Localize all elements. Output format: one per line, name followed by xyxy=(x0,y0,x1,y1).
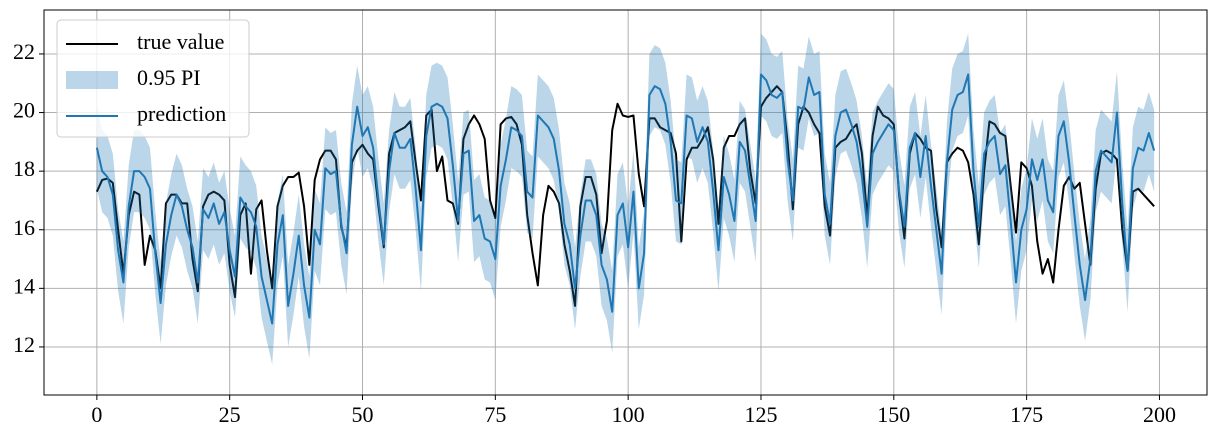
prediction-interval xyxy=(96,33,1155,365)
legend-box xyxy=(56,19,250,138)
x-tick-label: 175 xyxy=(1010,402,1043,427)
y-tick-label: 20 xyxy=(13,98,35,123)
y-tick-label: 12 xyxy=(13,332,35,357)
x-tick-label: 50 xyxy=(352,402,374,427)
plot-frame xyxy=(43,9,1208,396)
legend-label: 0.95 PI xyxy=(137,65,201,90)
x-tick-label: 0 xyxy=(91,402,102,427)
series-line xyxy=(95,85,1155,307)
x-tick-label: 100 xyxy=(612,402,645,427)
y-tick-label: 22 xyxy=(13,39,35,64)
legend-label: true value xyxy=(137,29,224,54)
x-tick-label: 125 xyxy=(744,402,777,427)
legend: true value 0.95 PI prediction xyxy=(56,19,250,138)
series-line xyxy=(95,73,1156,325)
x-tick-label: 75 xyxy=(484,402,506,427)
legend-swatch xyxy=(66,71,118,89)
x-tick-label: 200 xyxy=(1143,402,1176,427)
series-group xyxy=(95,33,1156,365)
legend-label: prediction xyxy=(137,101,226,126)
y-tick-label: 16 xyxy=(13,215,35,240)
y-tick-label: 14 xyxy=(13,273,35,298)
x-tick-label: 150 xyxy=(877,402,910,427)
x-tick-label: 25 xyxy=(219,402,241,427)
y-tick-label: 18 xyxy=(13,156,35,181)
